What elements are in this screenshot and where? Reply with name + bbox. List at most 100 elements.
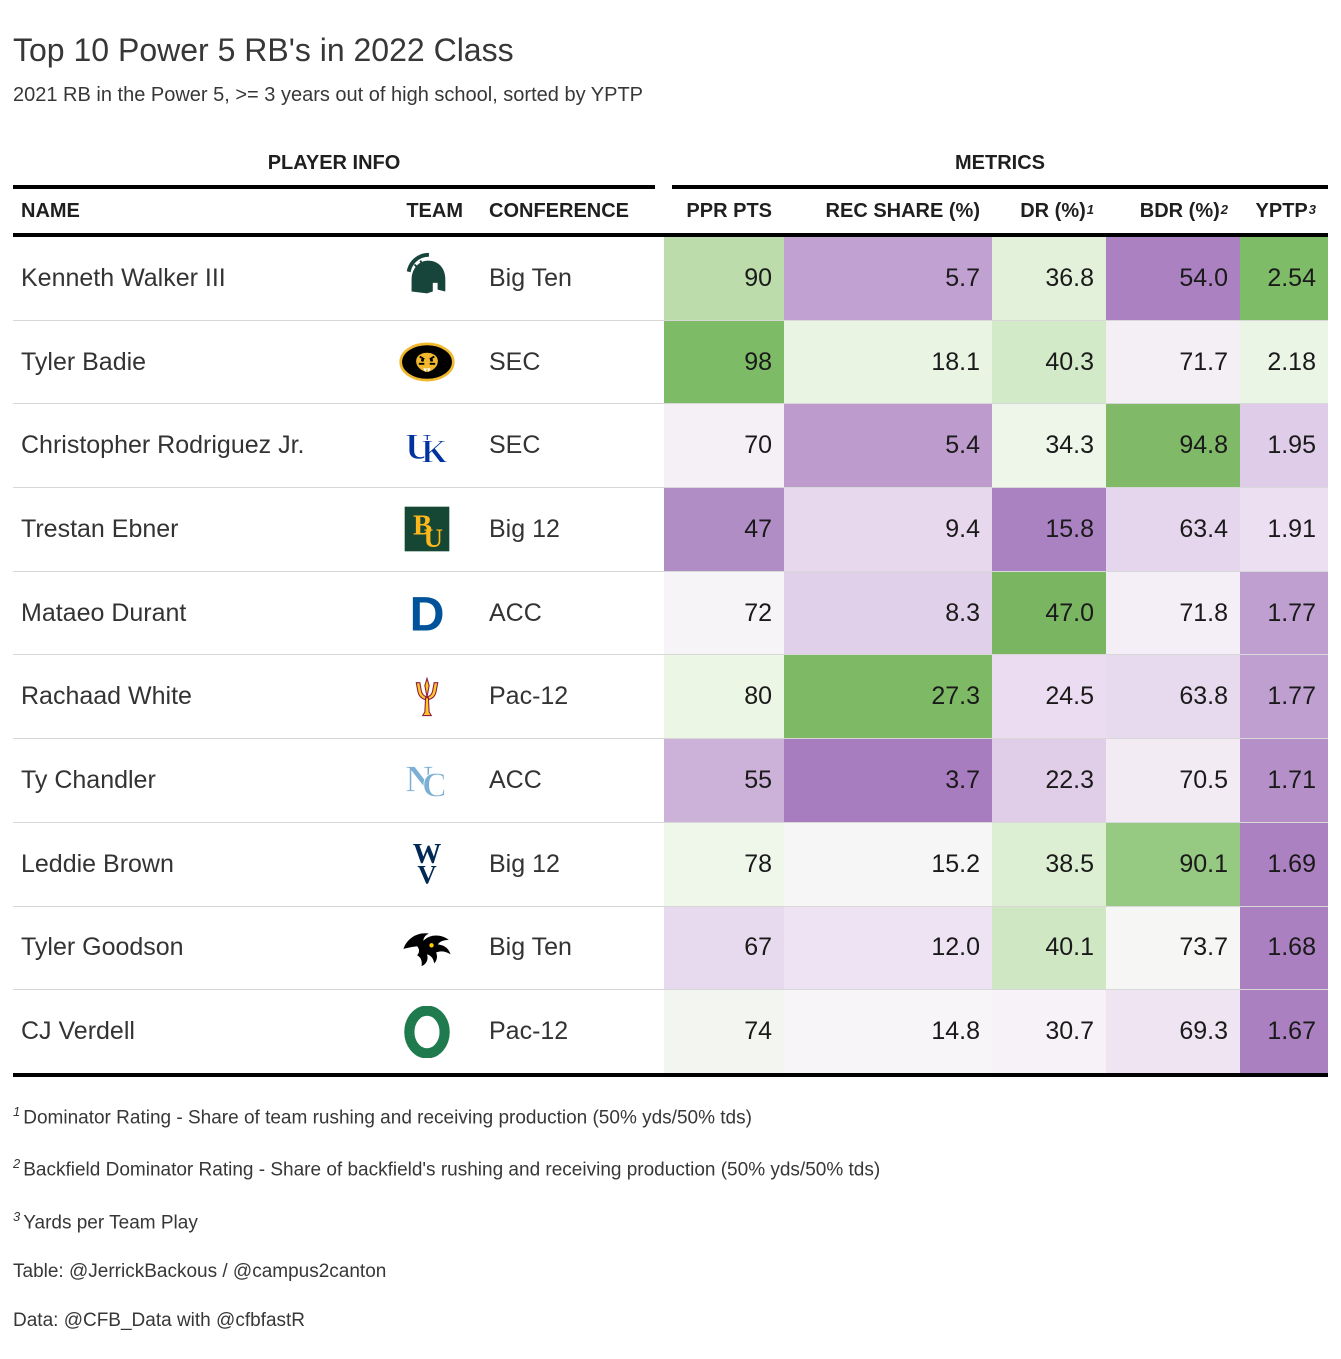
oregon-logo: [403, 1005, 450, 1058]
data-table: PLAYER INFO METRICS NAME TEAM CONFERENCE…: [13, 141, 1328, 1077]
arizona-state-logo: [415, 676, 438, 716]
west-virginia-logo: W V: [412, 839, 441, 889]
team-logo-slot: U K: [401, 420, 453, 472]
bdr-value: 94.8: [1106, 404, 1240, 488]
footnote-number: 2: [13, 1156, 21, 1172]
table-row: Leddie Brown W V Big 12 78 15.2 38.5 90.…: [13, 821, 1328, 906]
table-row: Christopher Rodriguez Jr. U K SEC 70 5.4…: [13, 403, 1328, 488]
team-logo-slot: [398, 926, 456, 970]
table-row: CJ Verdell Pac-12 74 14.8 30.7 69.3 1.67: [13, 989, 1328, 1073]
conference: SEC: [489, 431, 541, 460]
dr-value: 40.3: [992, 320, 1106, 404]
spanner-metrics-label: METRICS: [955, 151, 1045, 174]
dr-value: 22.3: [992, 739, 1106, 822]
ppr-pts-value: 67: [664, 906, 784, 990]
table-notes: 1 Dominator Rating - Share of team rushin…: [13, 1104, 1328, 1332]
ppr-pts-value: 72: [664, 571, 784, 655]
svg-text:D: D: [409, 588, 444, 639]
footnote-number: 1: [13, 1103, 21, 1119]
baylor-logo: B U: [404, 507, 449, 553]
rec-share-value: 8.3: [784, 571, 992, 655]
player-name: Tyler Goodson: [21, 933, 184, 962]
player-name: Trestan Ebner: [21, 514, 179, 543]
bdr-value: 63.8: [1106, 655, 1240, 739]
team-logo-slot: [401, 1005, 453, 1058]
bdr-value: 71.8: [1106, 571, 1240, 655]
table-row: Tyler Badie SEC 98 18.1 40.3 71.7 2.18: [13, 319, 1328, 404]
bdr-value: 54.0: [1106, 237, 1240, 320]
column-header-bdr: BDR (%) 2: [1139, 199, 1228, 222]
ppr-pts-value: 80: [664, 655, 784, 739]
conference: Big Ten: [489, 933, 572, 962]
yptp-value: 2.18: [1240, 320, 1328, 404]
dr-value: 36.8: [992, 237, 1106, 320]
team-logo-cell: D: [386, 572, 467, 655]
north-carolina-logo: N C: [404, 759, 447, 806]
player-name: Kenneth Walker III: [21, 263, 226, 292]
yptp-value: 1.68: [1240, 906, 1328, 990]
team-logo-cell: [386, 990, 467, 1073]
table-row: Tyler Goodson Big Ten 67 12.0 40.1 73.7 …: [13, 905, 1328, 990]
yptp-value: 1.71: [1240, 739, 1328, 822]
svg-text:N: N: [405, 759, 433, 801]
michigan-state-logo: [406, 253, 445, 294]
page-title: Top 10 Power 5 RB's in 2022 Class: [13, 32, 514, 68]
yptp-value: 1.69: [1240, 822, 1328, 906]
team-logo-slot: [400, 251, 454, 305]
duke-logo: D: [409, 588, 444, 639]
yptp-value: 1.77: [1240, 571, 1328, 655]
rec-share-value: 14.8: [784, 990, 992, 1073]
team-logo-slot: D: [401, 587, 453, 639]
team-logo-cell: [386, 237, 467, 320]
team-logo-slot: N C: [400, 753, 454, 807]
dr-value: 34.3: [992, 404, 1106, 488]
column-header-team: TEAM: [406, 199, 463, 222]
player-name: CJ Verdell: [21, 1017, 135, 1046]
bdr-value: 73.7: [1106, 906, 1240, 990]
yptp-value: 1.95: [1240, 404, 1328, 488]
dr-value: 30.7: [992, 990, 1106, 1073]
bdr-value: 70.5: [1106, 739, 1240, 822]
player-name: Leddie Brown: [21, 849, 174, 878]
svg-text:V: V: [417, 860, 437, 889]
team-logo-cell: U K: [386, 404, 467, 487]
yptp-value: 1.67: [1240, 990, 1328, 1073]
svg-text:U: U: [423, 523, 442, 553]
team-logo-cell: [386, 321, 467, 404]
dr-value: 24.5: [992, 655, 1106, 739]
conference: ACC: [489, 765, 542, 794]
team-logo-slot: [398, 340, 456, 384]
column-header-dr: DR (%) 1: [1020, 199, 1094, 222]
yptp-value: 1.77: [1240, 655, 1328, 739]
table-row: Rachaad White Pac-12 80 27.3 24.5 63.8 1…: [13, 654, 1328, 739]
conference: ACC: [489, 598, 542, 627]
column-header-name: NAME: [21, 199, 80, 222]
team-logo-slot: B U: [402, 504, 452, 554]
footnote-number: 3: [13, 1208, 21, 1224]
rec-share-value: 27.3: [784, 655, 992, 739]
team-logo-cell: [386, 655, 467, 738]
rec-share-value: 5.7: [784, 237, 992, 320]
ppr-pts-value: 90: [664, 237, 784, 320]
spanner-player-info: PLAYER INFO: [13, 141, 655, 189]
bdr-value: 63.4: [1106, 488, 1240, 571]
player-name: Tyler Badie: [21, 347, 147, 376]
table-body: Kenneth Walker III Big Ten 90 5.7 36.8 5…: [13, 237, 1328, 1077]
source-note-data: Data: @CFB_Data with @cfbfastR: [13, 1309, 306, 1331]
spanner-row: PLAYER INFO METRICS: [13, 141, 1328, 189]
ppr-pts-value: 55: [664, 739, 784, 822]
svg-text:K: K: [421, 433, 447, 470]
svg-text:B: B: [413, 511, 432, 542]
bdr-value: 69.3: [1106, 990, 1240, 1073]
player-name: Mataeo Durant: [21, 598, 187, 627]
table-row: Kenneth Walker III Big Ten 90 5.7 36.8 5…: [13, 237, 1328, 320]
footnote: 2 Backfield Dominator Rating - Share of b…: [13, 1156, 881, 1181]
table-row: Mataeo Durant D ACC 72 8.3 47.0 71.8 1.7…: [13, 570, 1328, 655]
column-header-row: NAME TEAM CONFERENCE PPR PTS REC SHARE (…: [13, 189, 1328, 237]
dr-value: 47.0: [992, 571, 1106, 655]
player-name: Ty Chandler: [21, 765, 156, 794]
ppr-pts-value: 98: [664, 320, 784, 404]
dr-value: 38.5: [992, 822, 1106, 906]
team-logo-cell: [386, 907, 467, 990]
